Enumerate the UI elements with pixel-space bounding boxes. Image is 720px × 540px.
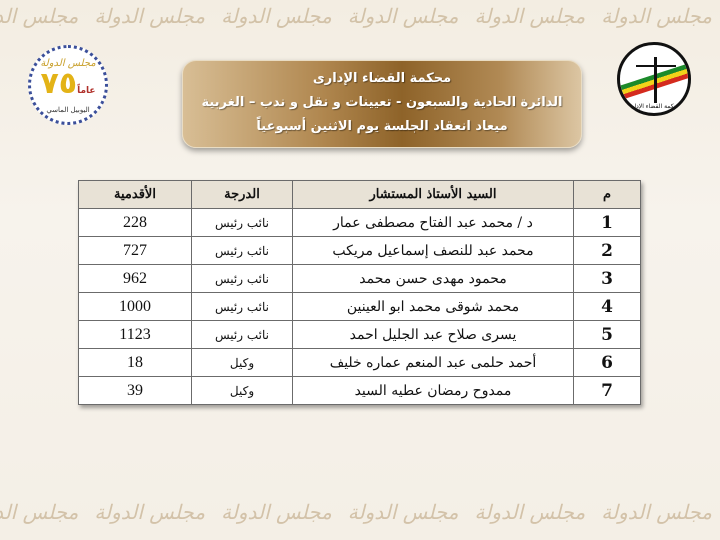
cell-num: 1 (573, 208, 641, 237)
cell-degree: نائب رئيس (191, 264, 293, 293)
cell-degree: نائب رئيس (191, 292, 293, 321)
table-row: 4 محمد شوقى محمد ابو العينين نائب رئيس 1000 (78, 292, 641, 321)
logo-unit: عاماً (77, 86, 96, 96)
court-emblem-logo: محكمة القضاء الإداري (617, 42, 691, 116)
cell-name: د / محمد عبد الفتاح مصطفى عمار (292, 208, 574, 237)
cell-seniority: 727 (78, 236, 192, 265)
cell-name: محمد عبد للنصف إسماعيل مريكب (292, 236, 574, 265)
cell-num: 7 (573, 376, 641, 405)
cell-degree: نائب رئيس (191, 208, 293, 237)
cell-name: أحمد حلمى عبد المنعم عماره خليف (292, 348, 574, 377)
logo-text: مجلس الدولة (40, 58, 96, 69)
cell-degree: وكيل (191, 376, 293, 405)
watermark-bottom: مجلس الدولة مجلس الدولة مجلس الدولة مجلس ال… (0, 500, 720, 540)
watermark-text: مجلس الدولة (347, 500, 459, 524)
session-schedule: ميعاد انعقاد الجلسة يوم الاثنين أسبوعياً (256, 119, 508, 134)
cell-name: ممدوح رمضان عطيه السيد (292, 376, 574, 405)
table-row: 3 محمود مهدى حسن محمد نائب رئيس 962 (78, 264, 641, 293)
watermark-text: مجلس الدولة (0, 500, 79, 524)
cell-seniority: 1000 (78, 292, 192, 321)
header-name: السيد الأستاذ المستشار (292, 180, 574, 209)
cell-seniority: 18 (78, 348, 192, 377)
watermark-text: مجلس الدولة (221, 4, 332, 28)
logo-subtext: اليوبيل الماسي (46, 106, 90, 114)
cell-num: 5 (573, 320, 641, 349)
cell-degree: نائب رئيس (191, 236, 293, 265)
cell-num: 3 (573, 264, 641, 293)
cell-seniority: 1123 (78, 320, 192, 349)
title-banner: محكمة القضاء الإدارى الدائرة الحادية وال… (182, 60, 582, 148)
cell-seniority: 39 (78, 376, 192, 405)
cell-name: يسرى صلاح عبد الجليل احمد (292, 320, 574, 349)
watermark-text: مجلس الدولة (347, 4, 459, 28)
table-row: 7 ممدوح رمضان عطيه السيد وكيل 39 (78, 376, 641, 405)
jubilee-logo: مجلس الدولة عاماً٧٥ اليوبيل الماسي (28, 45, 108, 125)
cell-seniority: 962 (78, 264, 192, 293)
cell-degree: نائب رئيس (191, 320, 293, 349)
watermark-text: مجلس الدولة (601, 4, 712, 28)
watermark-top: مجلس الدولة مجلس الدولة مجلس الدولة مجلس ال… (0, 4, 720, 44)
judges-table: م السيد الأستاذ المستشار الدرجة الأقدمية… (78, 180, 641, 405)
cell-name: محمد شوقى محمد ابو العينين (292, 292, 574, 321)
cell-seniority: 228 (78, 208, 192, 237)
table-row: 2 محمد عبد للنصف إسماعيل مريكب نائب رئيس 72… (78, 236, 641, 265)
cell-name: محمود مهدى حسن محمد (292, 264, 574, 293)
scale-beam (636, 65, 676, 67)
cell-num: 4 (573, 292, 641, 321)
table-header-row: م السيد الأستاذ المستشار الدرجة الأقدمية (78, 180, 641, 209)
scales-of-justice-icon (654, 57, 657, 103)
watermark-text: مجلس الدولة (94, 4, 206, 28)
header-num: م (573, 180, 641, 209)
cell-degree: وكيل (191, 348, 293, 377)
table-row: 5 يسرى صلاح عبد الجليل احمد نائب رئيس 1123 (78, 320, 641, 349)
watermark-text: مجلس الدولة (94, 500, 206, 524)
circuit-name: الدائرة الحادية والسبعون - تعيينات و نقل… (201, 95, 563, 110)
logo-number: عاماً٧٥ (31, 69, 105, 106)
watermark-text: مجلس الدولة (221, 500, 332, 524)
emblem-caption: محكمة القضاء الإداري (626, 103, 682, 110)
watermark-text: مجلس الدولة (474, 4, 586, 28)
cell-num: 6 (573, 348, 641, 377)
watermark-text: مجلس الدولة (474, 500, 586, 524)
cell-num: 2 (573, 236, 641, 265)
watermark-text: مجلس الدولة (601, 500, 712, 524)
court-name: محكمة القضاء الإدارى (312, 71, 452, 86)
table-row: 6 أحمد حلمى عبد المنعم عماره خليف وكيل 18 (78, 348, 641, 377)
watermark-text: مجلس الدولة (0, 4, 79, 28)
logo-number-text: ٧٥ (40, 66, 78, 101)
header-degree: الدرجة (191, 180, 293, 209)
header-seniority: الأقدمية (78, 180, 192, 209)
